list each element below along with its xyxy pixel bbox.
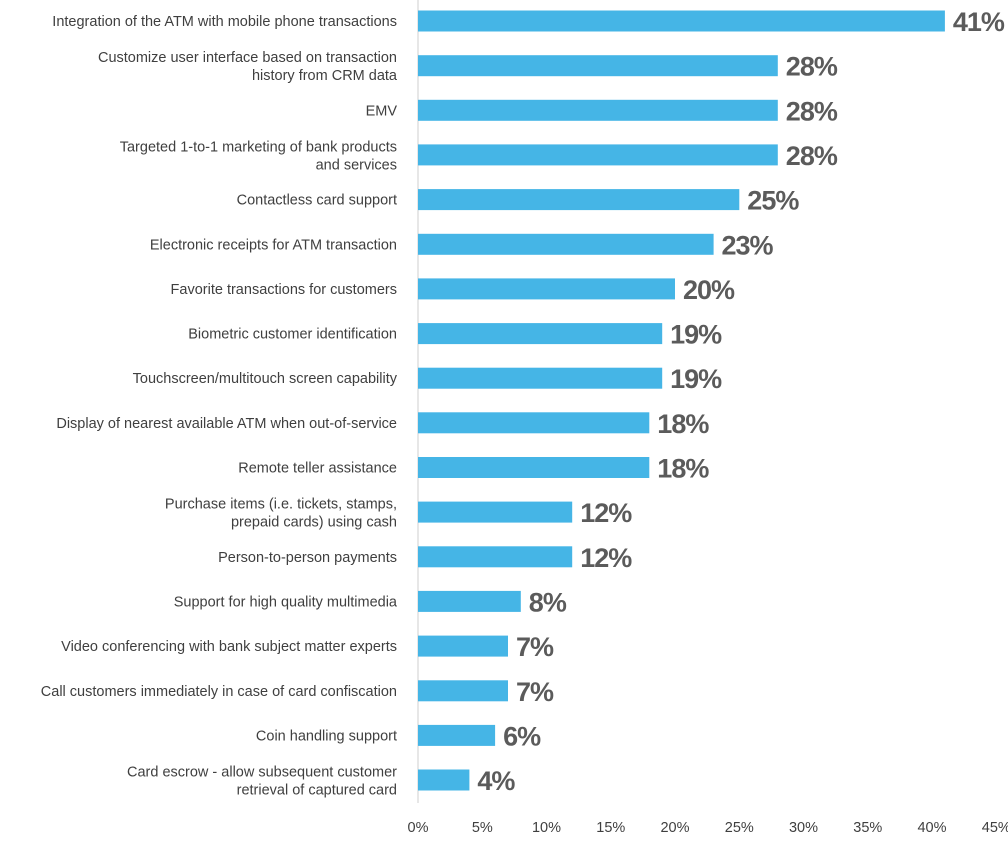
- x-tick-label: 5%: [472, 820, 493, 836]
- category-label-line: Support for high quality multimedia: [174, 594, 398, 610]
- category-label-line: EMV: [366, 103, 398, 119]
- category-label: Coin handling support: [256, 728, 397, 744]
- category-label-line: Card escrow - allow subsequent customer: [127, 765, 397, 781]
- bar: [418, 10, 945, 32]
- category-label-line: Targeted 1-to-1 marketing of bank produc…: [120, 139, 397, 155]
- bar: [418, 367, 663, 389]
- bar: [418, 189, 740, 211]
- x-tick-label: 25%: [725, 820, 754, 836]
- bar: [418, 55, 778, 77]
- x-tick-label: 35%: [853, 820, 882, 836]
- value-labels: 41% 28% 28% 28% 25% 23% 20% 19% 19% 18% 18% 12% 12% 8…: [477, 7, 1006, 796]
- category-label: Display of nearest available ATM when ou…: [56, 416, 397, 432]
- value-label: 28%: [786, 52, 838, 82]
- category-label: Support for high quality multimedia: [174, 594, 398, 610]
- category-label: Call customers immediately in case of ca…: [41, 684, 397, 700]
- x-tick-label: 20%: [660, 820, 689, 836]
- category-label-line: retrieval of captured card: [237, 783, 397, 799]
- bar: [418, 412, 650, 434]
- category-label-line: Display of nearest available ATM when ou…: [56, 416, 397, 432]
- x-tick-label: 45%: [982, 820, 1008, 836]
- category-label-line: Touchscreen/multitouch screen capability: [133, 371, 398, 387]
- value-label: 20%: [683, 275, 735, 305]
- category-label: Targeted 1-to-1 marketing of bank produc…: [120, 139, 397, 173]
- bar: [418, 457, 650, 478]
- bar: [418, 233, 714, 255]
- value-label: 12%: [580, 498, 632, 528]
- category-label: Electronic receipts for ATM transaction: [150, 237, 397, 253]
- bar: [418, 724, 496, 746]
- bar: [418, 323, 663, 345]
- bar: [418, 769, 470, 791]
- bar: [418, 99, 778, 121]
- category-label: EMV: [366, 103, 398, 119]
- value-label: 18%: [657, 409, 709, 439]
- category-label: Remote teller assistance: [238, 461, 397, 477]
- category-label-line: Customize user interface based on transa…: [98, 50, 397, 66]
- category-label-line: Person-to-person payments: [218, 550, 397, 566]
- bar: [418, 680, 508, 702]
- category-label: Customize user interface based on transa…: [98, 50, 398, 84]
- category-label: Favorite transactions for customers: [171, 282, 397, 298]
- x-tick-label: 30%: [789, 820, 818, 836]
- x-tick-label: 10%: [532, 820, 561, 836]
- category-label-line: Favorite transactions for customers: [171, 282, 397, 298]
- bar: [418, 635, 508, 657]
- x-axis-ticks: 0% 5% 10% 15% 20% 25% 30% 35% 40% 45%: [408, 820, 1008, 836]
- value-label: 41%: [953, 7, 1005, 37]
- bar: [418, 590, 521, 612]
- value-label: 8%: [529, 587, 567, 617]
- value-label: 23%: [722, 230, 774, 260]
- x-tick-label: 0%: [408, 820, 429, 836]
- category-label-line: Coin handling support: [256, 728, 397, 744]
- bar: [418, 144, 778, 166]
- x-tick-label: 15%: [596, 820, 625, 836]
- value-label: 18%: [657, 454, 709, 484]
- category-label-line: history from CRM data: [252, 68, 398, 84]
- category-label-line: Call customers immediately in case of ca…: [41, 684, 397, 700]
- category-label: Integration of the ATM with mobile phone…: [52, 14, 397, 30]
- category-label-line: and services: [316, 157, 397, 173]
- category-label: Card escrow - allow subsequent customer r…: [127, 765, 397, 799]
- value-label: 12%: [580, 543, 632, 573]
- value-label: 6%: [503, 721, 541, 751]
- bar: [418, 278, 675, 300]
- category-label-line: prepaid cards) using cash: [231, 515, 397, 531]
- value-label: 4%: [477, 766, 515, 796]
- category-label-line: Video conferencing with bank subject mat…: [61, 639, 397, 655]
- category-label-line: Purchase items (i.e. tickets, stamps,: [165, 497, 397, 513]
- category-label: Video conferencing with bank subject mat…: [61, 639, 397, 655]
- value-label: 28%: [786, 141, 838, 171]
- category-label: Purchase items (i.e. tickets, stamps, pre…: [165, 497, 397, 531]
- category-label-line: Contactless card support: [237, 193, 397, 209]
- value-label: 19%: [670, 320, 722, 350]
- value-label: 28%: [786, 96, 838, 126]
- value-label: 7%: [516, 677, 554, 707]
- value-label: 25%: [747, 186, 799, 216]
- category-label-line: Remote teller assistance: [238, 461, 397, 477]
- bars: [418, 10, 945, 791]
- category-labels: Integration of the ATM with mobile phone…: [41, 14, 398, 799]
- category-label: Touchscreen/multitouch screen capability: [133, 371, 398, 387]
- category-label: Biometric customer identification: [188, 327, 397, 343]
- value-label: 7%: [516, 632, 554, 662]
- value-label: 19%: [670, 364, 722, 394]
- category-label-line: Integration of the ATM with mobile phone…: [52, 14, 397, 30]
- category-label: Contactless card support: [237, 193, 397, 209]
- category-label: Person-to-person payments: [218, 550, 397, 566]
- bar: [418, 546, 573, 568]
- category-label-line: Electronic receipts for ATM transaction: [150, 237, 397, 253]
- category-label-line: Biometric customer identification: [188, 327, 397, 343]
- bar: [418, 501, 573, 523]
- x-tick-label: 40%: [917, 820, 946, 836]
